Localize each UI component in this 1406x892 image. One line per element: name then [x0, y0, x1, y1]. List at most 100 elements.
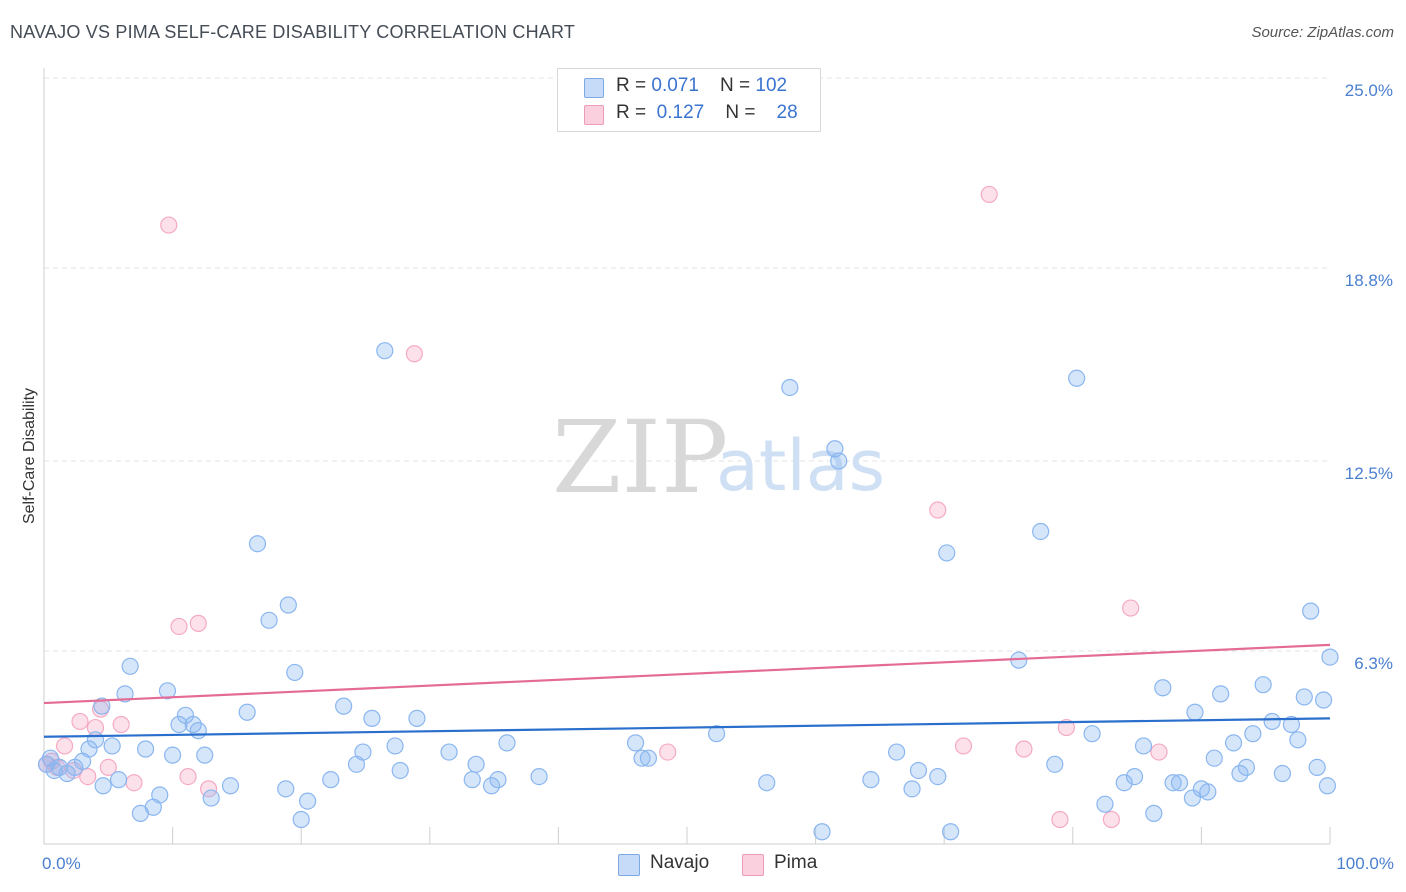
navajo-point-63	[903, 780, 921, 798]
navajo-points	[37, 342, 1339, 841]
navajo-point-78	[1154, 679, 1172, 697]
navajo-point-45	[440, 743, 458, 761]
trend-lines	[43, 643, 1331, 738]
navajo-point-49	[489, 771, 507, 789]
pima-swatch	[584, 105, 604, 125]
navajo-point-10	[94, 777, 112, 795]
navajo-point-62	[888, 743, 906, 761]
legend-navajo-swatch	[618, 854, 640, 876]
navajo-point-39	[354, 743, 372, 761]
y-tick-label-1: 12.5%	[1345, 464, 1393, 483]
navajo-point-99	[1314, 691, 1333, 709]
pima-point-5	[71, 712, 89, 731]
navajo-point-42	[386, 737, 404, 755]
navajo-point-65	[929, 767, 947, 786]
navajo-point-34	[292, 810, 310, 829]
pima-point-25	[1102, 810, 1120, 829]
correlation-stats-box: R = 0.071 N = 102 R = 0.127 N = 28	[557, 68, 821, 132]
pima-point-10	[112, 715, 130, 734]
navajo-point-88	[1231, 764, 1249, 783]
navajo-point-89	[1237, 758, 1256, 777]
pima-point-20	[954, 737, 973, 755]
navajo-point-73	[1096, 795, 1114, 813]
navajo-r-value: 0.071	[651, 75, 699, 96]
navajo-point-54	[639, 749, 658, 767]
navajo-point-46	[463, 771, 481, 789]
pima-point-27	[1150, 743, 1168, 761]
navajo-point-96	[1295, 688, 1313, 706]
pima-point-26	[1122, 599, 1140, 617]
navajo-point-9	[93, 697, 111, 715]
navajo-point-92	[1263, 712, 1281, 731]
navajo-point-72	[1083, 725, 1101, 743]
navajo-point-24	[189, 722, 207, 740]
navajo-point-37	[335, 697, 353, 715]
pima-point-6	[79, 767, 97, 786]
navajo-point-40	[363, 709, 381, 727]
navajo-point-51	[530, 767, 548, 786]
pima-point-17	[405, 345, 423, 363]
navajo-point-7	[80, 740, 98, 758]
navajo-point-91	[1254, 676, 1272, 694]
navajo-point-29	[248, 535, 267, 553]
pima-point-13	[170, 617, 188, 636]
pima-point-22	[1015, 740, 1033, 758]
pima-n-value: 28	[776, 102, 798, 123]
navajo-point-77	[1145, 804, 1163, 822]
navajo-n-value: 102	[755, 75, 788, 96]
navajo-trend-line	[43, 717, 1331, 738]
pima-point-18	[659, 743, 677, 761]
navajo-point-52	[626, 734, 645, 752]
navajo-point-97	[1302, 602, 1320, 620]
navajo-point-28	[238, 703, 256, 721]
navajo-point-58	[813, 823, 831, 841]
navajo-point-44	[408, 709, 426, 727]
navajo-point-13	[116, 685, 134, 703]
watermark-atlas: atlas	[716, 425, 885, 507]
navajo-point-48	[482, 777, 501, 795]
chart-source: Source: ZipAtlas.com	[1251, 24, 1394, 41]
pima-point-23	[1051, 810, 1069, 829]
y-axis-label: Self-Care Disability	[21, 388, 38, 524]
navajo-point-36	[322, 771, 340, 789]
navajo-point-20	[164, 746, 182, 764]
navajo-point-95	[1289, 731, 1307, 749]
navajo-point-32	[279, 596, 297, 614]
pima-point-14	[179, 767, 197, 786]
pima-point-19	[929, 501, 947, 519]
navajo-point-25	[196, 746, 214, 764]
navajo-point-12	[109, 771, 128, 789]
navajo-point-71	[1068, 369, 1086, 387]
navajo-point-30	[260, 611, 278, 629]
navajo-point-50	[498, 734, 516, 752]
navajo-point-69	[1032, 522, 1050, 541]
y-tick-label-2: 18.8%	[1345, 271, 1393, 290]
gridlines	[44, 77, 1330, 652]
navajo-point-41	[376, 342, 394, 360]
navajo-point-43	[391, 761, 409, 780]
navajo-point-60	[830, 452, 848, 470]
y-tick-label-3: 25.0%	[1345, 81, 1393, 100]
navajo-point-80	[1170, 774, 1189, 792]
watermark-zip: ZIP	[552, 399, 728, 516]
y-tick-labels: 6.3% 12.5% 18.8% 25.0%	[1345, 81, 1393, 673]
navajo-point-75	[1125, 767, 1144, 786]
x-tick-label-min: 0.0%	[42, 854, 81, 873]
navajo-point-57	[781, 378, 799, 397]
navajo-point-53	[633, 749, 651, 767]
navajo-point-47	[467, 755, 485, 773]
watermark: ZIP atlas	[552, 399, 885, 516]
pima-trend-line	[43, 643, 1331, 705]
navajo-point-27	[221, 777, 240, 795]
navajo-point-26	[202, 789, 220, 807]
legend-navajo-label: Navajo	[650, 852, 710, 873]
navajo-point-2	[45, 761, 63, 780]
navajo-point-35	[299, 792, 317, 810]
x-tick-marks	[172, 827, 1331, 844]
navajo-point-86	[1212, 685, 1230, 703]
navajo-point-101	[1321, 648, 1339, 666]
navajo-point-100	[1318, 777, 1337, 795]
x-tick-label-max: 100.0%	[1336, 854, 1394, 873]
navajo-point-74	[1115, 774, 1133, 792]
